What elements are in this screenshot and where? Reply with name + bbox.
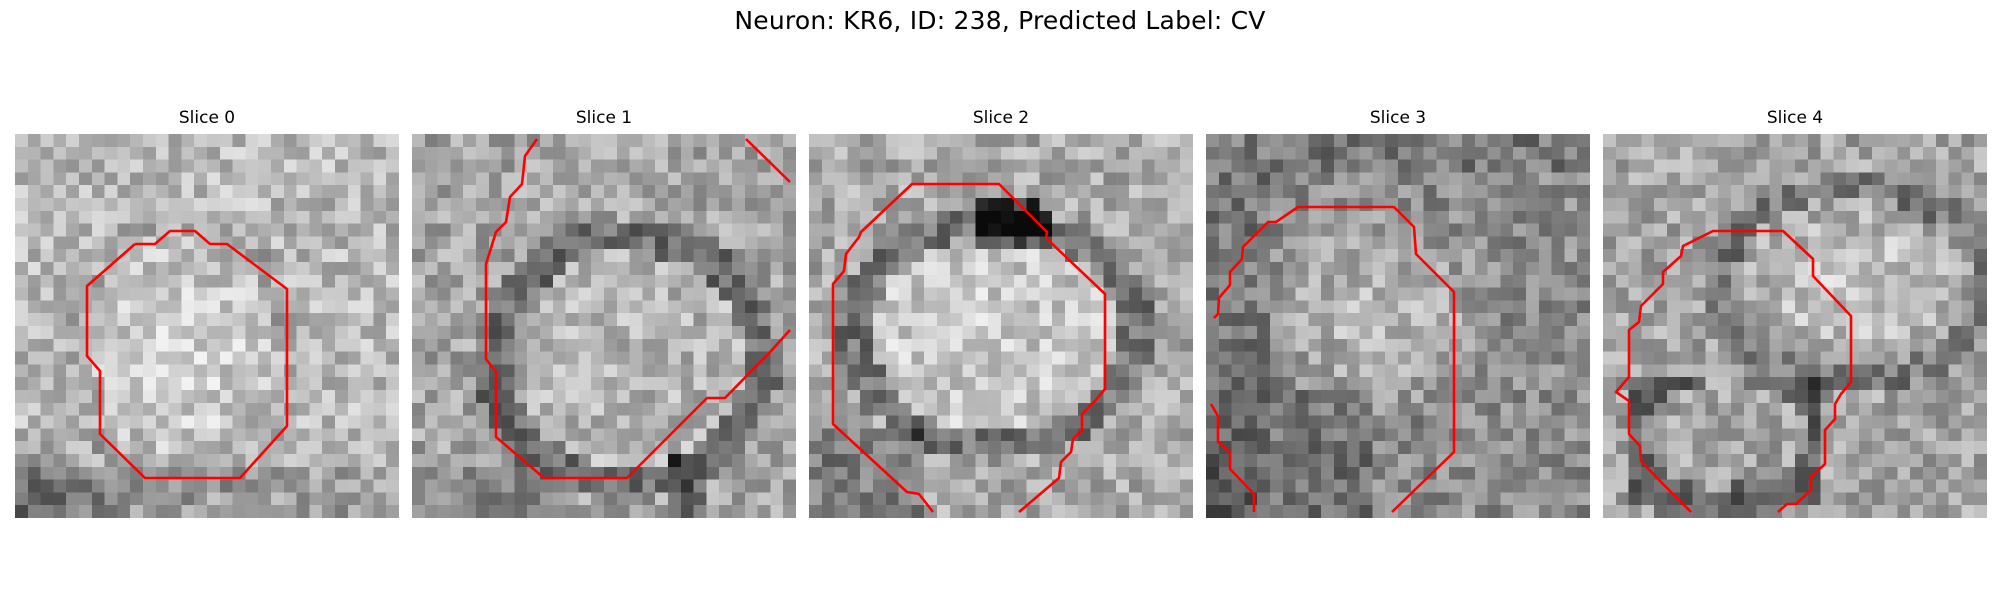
slice-0-title: Slice 0 <box>178 108 236 128</box>
slice-0-roi-contour <box>85 229 289 480</box>
slice-3-roi-contour-main <box>1213 205 1456 513</box>
slice-1-roi-overlay <box>484 138 791 480</box>
slice-2-roi-contour <box>831 182 1107 513</box>
slice-1-title: Slice 1 <box>575 108 633 128</box>
slice-2-grayscale-pixels <box>809 134 1193 518</box>
slice-2-image <box>809 134 1193 518</box>
slice-1-roi-contour-corner <box>745 138 791 183</box>
slice-3-image <box>1206 134 1590 518</box>
slice-4-roi-overlay <box>1614 229 1853 513</box>
slice-0-grayscale-pixels <box>15 134 399 518</box>
slice-3-title: Slice 3 <box>1369 108 1427 128</box>
slice-4-roi-contour <box>1614 229 1853 513</box>
slice-0-roi-overlay <box>85 229 289 480</box>
slice-1-image <box>412 134 796 518</box>
slice-0-image <box>15 134 399 518</box>
slice-4-title: Slice 4 <box>1766 108 1824 128</box>
slice-4-grayscale-pixels <box>1603 134 1987 518</box>
figure-title: Neuron: KR6, ID: 238, Predicted Label: C… <box>734 6 1266 35</box>
slice-4-image <box>1603 134 1987 518</box>
slice-2-title: Slice 2 <box>972 108 1030 128</box>
slice-3-roi-overlay <box>1209 205 1456 513</box>
slice-2-roi-overlay <box>831 182 1107 513</box>
slice-3-roi-contour-fragment <box>1209 403 1256 512</box>
slice-1-roi-contour-left <box>484 138 791 480</box>
slice-3-grayscale-pixels <box>1206 134 1590 518</box>
slice-1-grayscale-pixels <box>412 134 796 518</box>
